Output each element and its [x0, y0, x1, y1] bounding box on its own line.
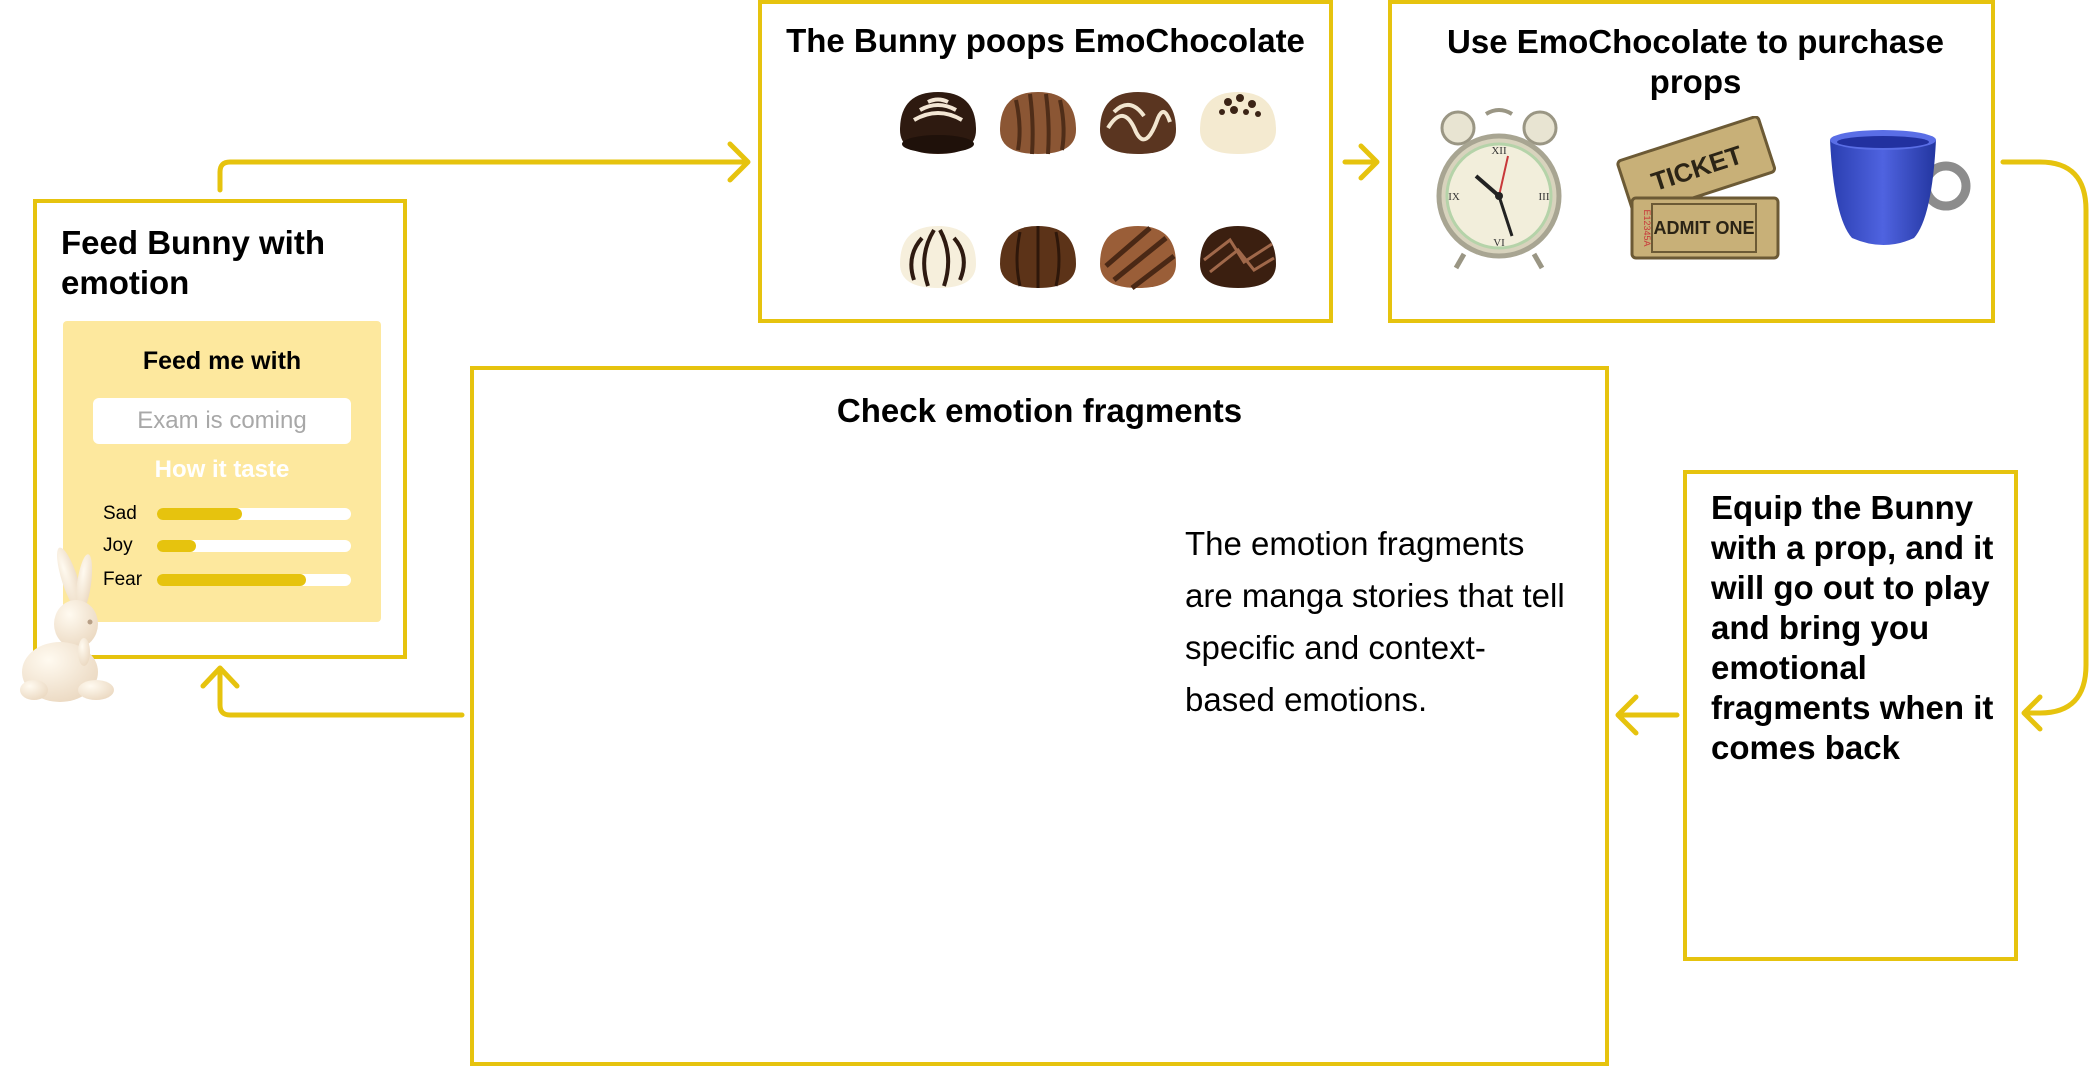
- emotion-row: Joy: [103, 535, 353, 557]
- chocolate-milk-stripes: [1100, 226, 1176, 290]
- feed-panel-title: Feed me with: [142, 347, 302, 375]
- emotion-level-bar: [157, 540, 351, 552]
- ticket-serial: E12345A: [1642, 209, 1652, 246]
- chocolate-white-drizzle: [1100, 92, 1176, 154]
- svg-text:XII: XII: [1491, 145, 1507, 157]
- emotion-label: Joy: [103, 535, 133, 556]
- equip-box-title: Equip the Bunny with a prop, and it will…: [1711, 489, 1994, 766]
- check-description: The emotion fragments are manga stories …: [1185, 525, 1565, 718]
- feed-bunny-box: Feed Bunny with emotion Feed me with How…: [33, 199, 407, 659]
- emotion-input[interactable]: [93, 398, 351, 444]
- emotion-row: Fear: [103, 569, 353, 591]
- equip-bunny-box: Equip the Bunny with a prop, and it will…: [1683, 470, 2018, 961]
- svg-text:VI: VI: [1493, 237, 1505, 249]
- props-box: Use EmoChocolate to purchase props XII II…: [1388, 0, 1995, 323]
- chocolate-white-sprinkles: [1200, 92, 1276, 154]
- chocolate-white-dark-stripes: [900, 226, 976, 288]
- arrow-poop-to-props: [1342, 143, 1380, 181]
- arrow-check-to-feed: [200, 665, 465, 718]
- chocolate-striped: [1000, 92, 1076, 155]
- chocolate-grid: [900, 92, 1276, 290]
- emotion-level-fill: [157, 574, 307, 586]
- emochocolate-box: The Bunny poops EmoChocolate: [758, 0, 1333, 323]
- emotion-level-bar: [157, 574, 351, 586]
- emotion-level-fill: [157, 508, 243, 520]
- emotion-label: Sad: [103, 503, 137, 524]
- arrow-equip-to-check: [1615, 694, 1680, 736]
- taste-label: How it taste: [154, 456, 290, 483]
- bunny-icon: [20, 547, 114, 702]
- emotion-level-bar: [157, 508, 351, 520]
- emotion-row: Sad: [103, 503, 353, 525]
- alarm-clock-icon[interactable]: XII III VI IX: [1434, 104, 1564, 270]
- emotion-label: Fear: [103, 569, 143, 590]
- chocolate-dark-drizzle: [1200, 226, 1276, 288]
- ticket-icon[interactable]: TICKET ADMIT ONE E12345A: [1614, 116, 1780, 266]
- blue-cup-icon[interactable]: [1824, 128, 1984, 254]
- feed-box-title: Feed Bunny with emotion: [61, 224, 325, 301]
- feed-panel: Feed me with How it taste Sad Joy Fear: [63, 321, 381, 622]
- chocolate-swirl-top: [900, 92, 976, 154]
- check-fragments-box: Check emotion fragments The emotion frag…: [470, 366, 1609, 1066]
- check-box-title: Check emotion fragments: [836, 392, 1243, 429]
- ticket-bottom-label: ADMIT ONE: [1654, 218, 1755, 238]
- chocolate-dark-segmented: [1000, 226, 1076, 288]
- svg-text:III: III: [1539, 191, 1550, 203]
- svg-text:IX: IX: [1448, 191, 1460, 203]
- poop-box-title: The Bunny poops EmoChocolate: [786, 22, 1305, 59]
- arrow-props-to-equip: [2000, 159, 2089, 732]
- props-box-title: Use EmoChocolate to purchase props: [1447, 23, 1944, 100]
- emotion-level-fill: [157, 540, 196, 552]
- arrow-feed-to-poop: [217, 141, 751, 193]
